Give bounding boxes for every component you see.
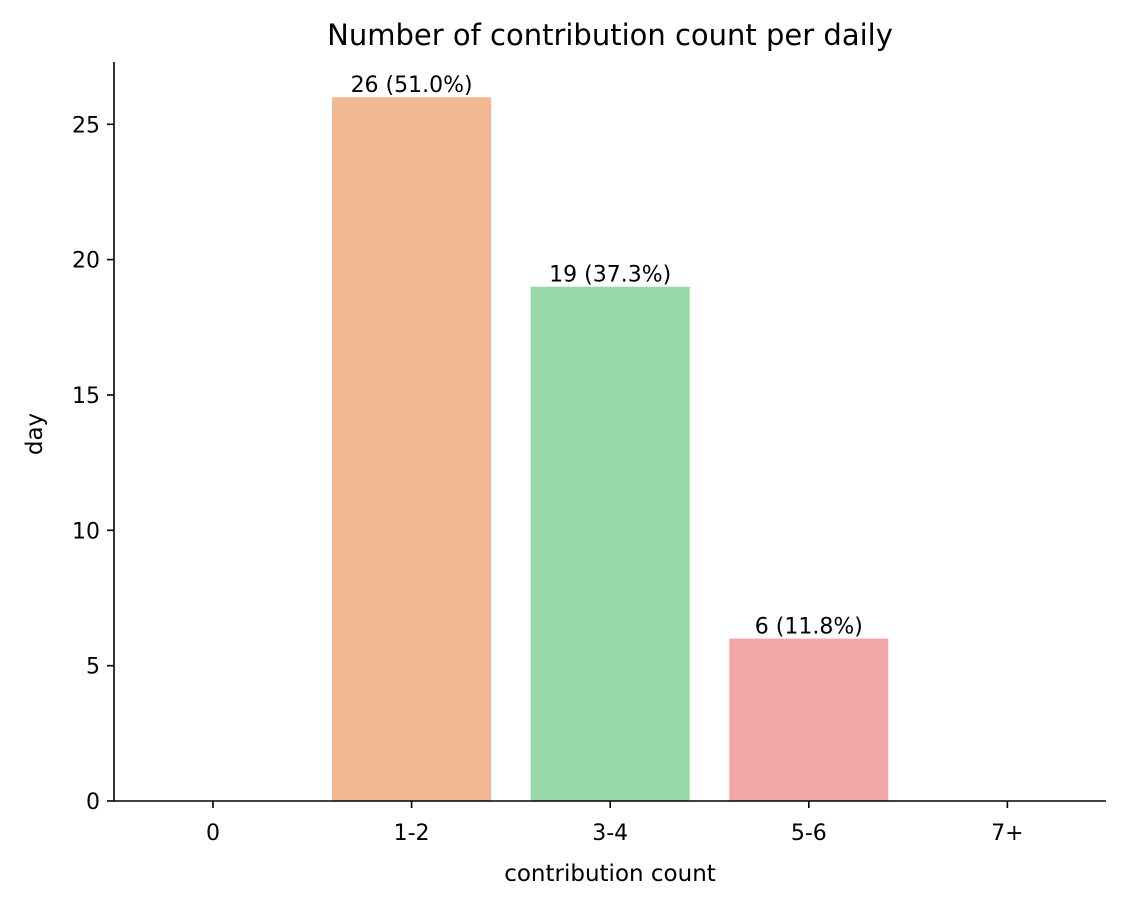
y-tick-label-25: 25 (72, 113, 100, 138)
bar-3-4 (530, 286, 690, 801)
x-tick-label-3-4: 3-4 (592, 821, 628, 846)
x-ticks-layer: 0 1-2 3-4 5-6 7+ (206, 801, 1024, 846)
bar-5-6 (729, 638, 889, 801)
x-tick-label-1-2: 1-2 (394, 821, 430, 846)
x-tick-label-7+: 7+ (991, 821, 1023, 846)
y-ticks-layer: 0 5 10 15 20 25 (72, 113, 114, 815)
y-tick-label-20: 20 (72, 249, 100, 274)
y-axis-label: day (22, 413, 48, 455)
bar-value-label-5-6: 6 (11.8%) (755, 615, 863, 640)
y-tick-label-0: 0 (86, 790, 100, 815)
y-tick-label-15: 15 (72, 384, 100, 409)
x-tick-label-5-6: 5-6 (791, 821, 827, 846)
chart-title: Number of contribution count per daily (327, 18, 893, 52)
x-axis-label: contribution count (504, 861, 716, 887)
bars-layer (332, 97, 889, 801)
y-tick-label-5: 5 (86, 655, 100, 680)
bar-value-label-3-4: 19 (37.3%) (549, 263, 671, 288)
y-tick-label-10: 10 (72, 519, 100, 544)
x-tick-label-0: 0 (206, 821, 220, 846)
bar-1-2 (332, 97, 492, 801)
bar-value-label-1-2: 26 (51.0%) (351, 73, 473, 98)
bar-labels-layer: 26 (51.0%) 19 (37.3%) 6 (11.8%) (351, 73, 863, 639)
